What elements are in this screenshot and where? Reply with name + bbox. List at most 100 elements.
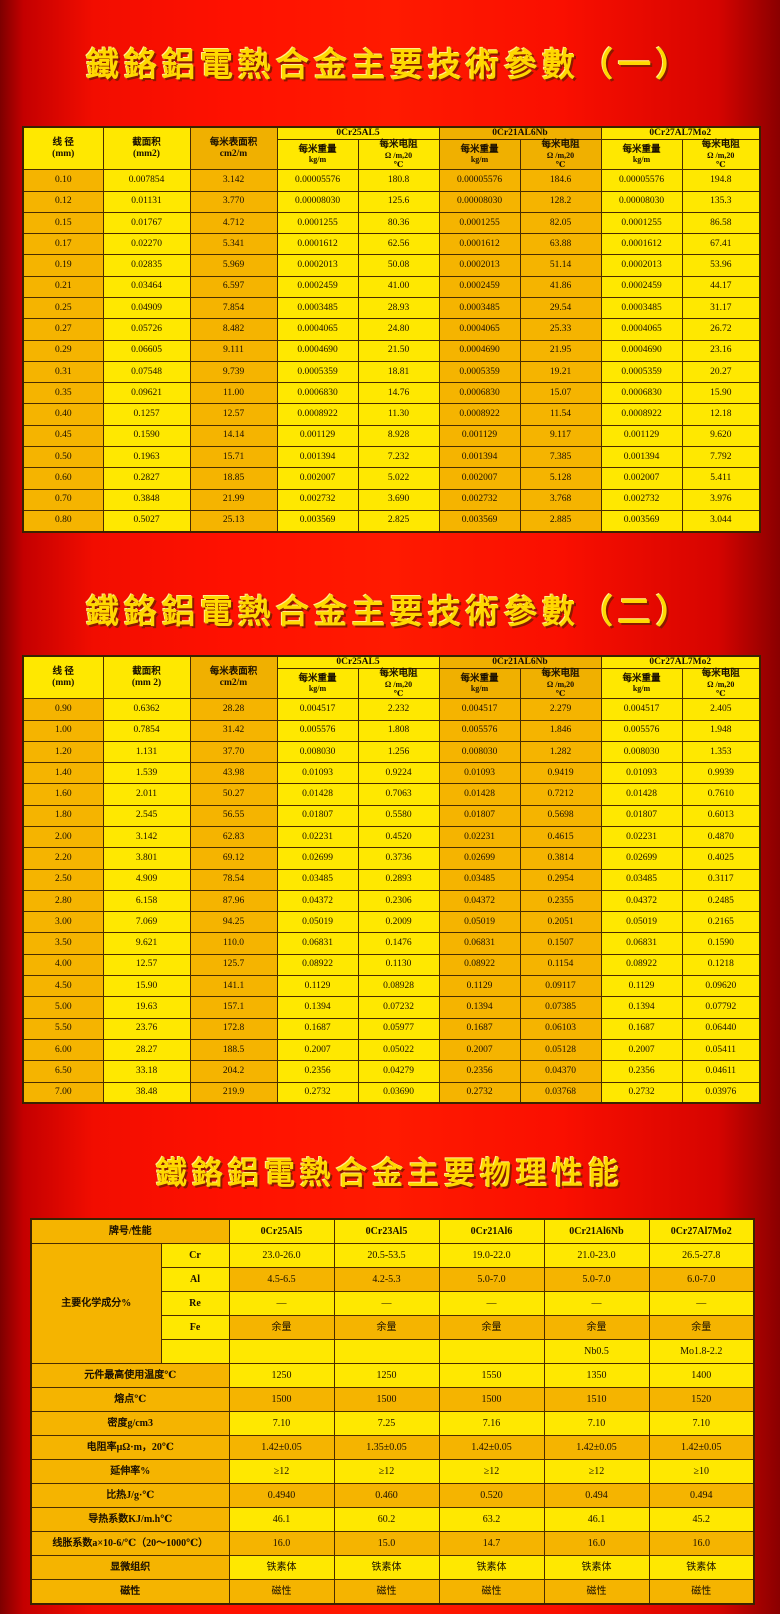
- table-row: 1.60 2.011 50.27 0.01428 0.7063 0.01428 0.7212…: [22, 783, 761, 806]
- phys-property-value: 46.1: [228, 1507, 335, 1532]
- phys-chem-value: 19.0-22.0: [438, 1243, 545, 1268]
- table-cell-a: 0.06605: [102, 339, 191, 362]
- phys-chem-value: 余量: [543, 1315, 650, 1340]
- table-cell-w1: 0.0008922: [276, 403, 359, 426]
- table-cell-a: 0.01767: [102, 211, 191, 235]
- table3-body: 牌号/性能 0Cr25Al5 0Cr23Al5 0Cr21Al6 0Cr21Al6Nb 0…: [30, 1218, 755, 1605]
- table-cell-r1: 2.232: [357, 698, 440, 721]
- table-cell-w1: 0.001394: [276, 446, 359, 469]
- table-cell-s: 9.739: [189, 360, 278, 384]
- phys-property-value: 0.494: [648, 1483, 755, 1508]
- table-cell-r1: 28.93: [357, 296, 440, 320]
- table-cell-a: 0.1963: [102, 446, 191, 469]
- table-cell-s: 18.85: [189, 467, 278, 490]
- table-cell-r1: 0.2893: [357, 868, 440, 891]
- table-cell-r1: 0.05977: [357, 1017, 440, 1040]
- phys-property-label: 元件最高使用温度℃: [30, 1363, 230, 1388]
- table-cell-r2: 3.768: [519, 488, 602, 511]
- table-cell-r2: 0.9419: [519, 762, 602, 785]
- phys-property-value: 0.494: [543, 1483, 650, 1508]
- table-cell-d: 0.27: [22, 318, 104, 341]
- phys-property-row: 熔点℃ 1500 1500 1500 1510 1520: [30, 1387, 755, 1412]
- table-cell-r3: 0.4870: [681, 825, 761, 849]
- table-cell-w1: 0.03485: [276, 868, 359, 891]
- table-cell-r3: 1.948: [681, 719, 761, 742]
- table-cell-r1: 11.30: [357, 403, 440, 426]
- table-cell-d: 0.60: [22, 467, 104, 490]
- header-resistance-3: 每米电阻 Ω /m,20 ℃: [681, 138, 761, 171]
- table-cell-w1: 0.1687: [276, 1017, 359, 1040]
- physical-properties-table: 牌号/性能 0Cr25Al5 0Cr23Al5 0Cr21Al6 0Cr21Al6Nb 0…: [30, 1218, 755, 1605]
- table-cell-w2: 0.004517: [438, 698, 521, 721]
- table-cell-a: 23.76: [102, 1017, 191, 1040]
- phys-property-value: 14.7: [438, 1531, 545, 1556]
- table-row: 2.50 4.909 78.54 0.03485 0.2893 0.03485 0.2954…: [22, 868, 761, 891]
- table-cell-r2: 0.7212: [519, 783, 602, 806]
- table-cell-s: 110.0: [189, 932, 278, 955]
- table-cell-a: 0.2827: [102, 467, 191, 490]
- table-cell-d: 0.19: [22, 254, 104, 277]
- table-cell-r3: 0.3117: [681, 868, 761, 891]
- table-cell-w2: 0.005576: [438, 719, 521, 742]
- phys-column-header: 0Cr25Al5: [228, 1218, 335, 1244]
- table-row: 4.00 12.57 125.7 0.08922 0.1130 0.08922 0.1154…: [22, 953, 761, 977]
- table-cell-d: 0.35: [22, 382, 104, 405]
- phys-property-value: 1.42±0.05: [648, 1435, 755, 1460]
- phys-chem-value: —: [543, 1291, 650, 1316]
- table-cell-w3: 0.0003485: [600, 296, 683, 320]
- table-cell-w3: 0.1394: [600, 996, 683, 1019]
- table-cell-r1: 0.04279: [357, 1060, 440, 1083]
- phys-property-row: 延伸率% ≥12 ≥12 ≥12 ≥12 ≥10: [30, 1459, 755, 1484]
- table-cell-d: 2.80: [22, 889, 104, 913]
- table-cell-s: 141.1: [189, 975, 278, 998]
- table-cell-r3: 0.6013: [681, 804, 761, 828]
- table-cell-r2: 15.07: [519, 382, 602, 405]
- phys-chem-value: 4.2-5.3: [333, 1267, 440, 1292]
- table-cell-r2: 0.2355: [519, 889, 602, 913]
- table-row: 3.00 7.069 94.25 0.05019 0.2009 0.05019 0.2051…: [22, 911, 761, 934]
- table-row: 0.17 0.02270 5.341 0.0001612 62.56 0.0001612 6…: [22, 233, 761, 256]
- table-row: 0.31 0.07548 9.739 0.0005359 18.81 0.0005359 1…: [22, 360, 761, 384]
- table-cell-w1: 0.1394: [276, 996, 359, 1019]
- table-cell-w1: 0.002007: [276, 467, 359, 490]
- table-cell-w2: 0.02231: [438, 825, 521, 849]
- table-cell-r1: 0.1130: [357, 953, 440, 977]
- header-weight-1: 每米重量 kg/m: [276, 667, 359, 700]
- table-cell-r2: 11.54: [519, 403, 602, 426]
- table-row: 0.21 0.03464 6.597 0.0002459 41.00 0.0002459 4…: [22, 275, 761, 299]
- phys-property-value: 1250: [333, 1363, 440, 1388]
- table-cell-d: 0.31: [22, 360, 104, 384]
- table-cell-r1: 14.76: [357, 382, 440, 405]
- table-cell-w3: 0.02699: [600, 847, 683, 870]
- table-cell-r1: 3.690: [357, 488, 440, 511]
- phys-element-label: [160, 1339, 230, 1364]
- table-cell-r1: 0.08928: [357, 975, 440, 998]
- table-cell-w1: 0.005576: [276, 719, 359, 742]
- table-cell-s: 188.5: [189, 1038, 278, 1062]
- table-cell-r3: 23.16: [681, 339, 761, 362]
- table-cell-r3: 0.1218: [681, 953, 761, 977]
- table-cell-s: 125.7: [189, 953, 278, 977]
- table-cell-s: 56.55: [189, 804, 278, 828]
- table-cell-w2: 0.0002013: [438, 254, 521, 277]
- phys-property-value: 7.10: [543, 1411, 650, 1436]
- table-cell-w3: 0.004517: [600, 698, 683, 721]
- table1-group-row: 线 径 (mm) 截面积 (mm2) 每米表面积 cm2/m 0Cr25AL5 …: [22, 126, 761, 171]
- phys-property-value: 63.2: [438, 1507, 545, 1532]
- phys-chem-value: 26.5-27.8: [648, 1243, 755, 1268]
- phys-property-value: 1500: [228, 1387, 335, 1412]
- table-cell-a: 33.18: [102, 1060, 191, 1083]
- table-cell-r3: 12.18: [681, 403, 761, 426]
- table-cell-w3: 0.08922: [600, 953, 683, 977]
- table-cell-r2: 19.21: [519, 360, 602, 384]
- phys-property-value: 1550: [438, 1363, 545, 1388]
- table-cell-r2: 2.279: [519, 698, 602, 721]
- table-cell-w3: 0.0004690: [600, 339, 683, 362]
- table-cell-r1: 125.6: [357, 190, 440, 213]
- phys-property-label: 导热系数KJ/m.h℃: [30, 1507, 230, 1532]
- phys-element-label: Cr: [160, 1243, 230, 1268]
- header-alloy-0cr25al5: 0Cr25AL5: [276, 655, 440, 669]
- table-cell-w3: 0.05019: [600, 911, 683, 934]
- phys-property-value: 46.1: [543, 1507, 650, 1532]
- phys-property-label: 显微组织: [30, 1555, 230, 1580]
